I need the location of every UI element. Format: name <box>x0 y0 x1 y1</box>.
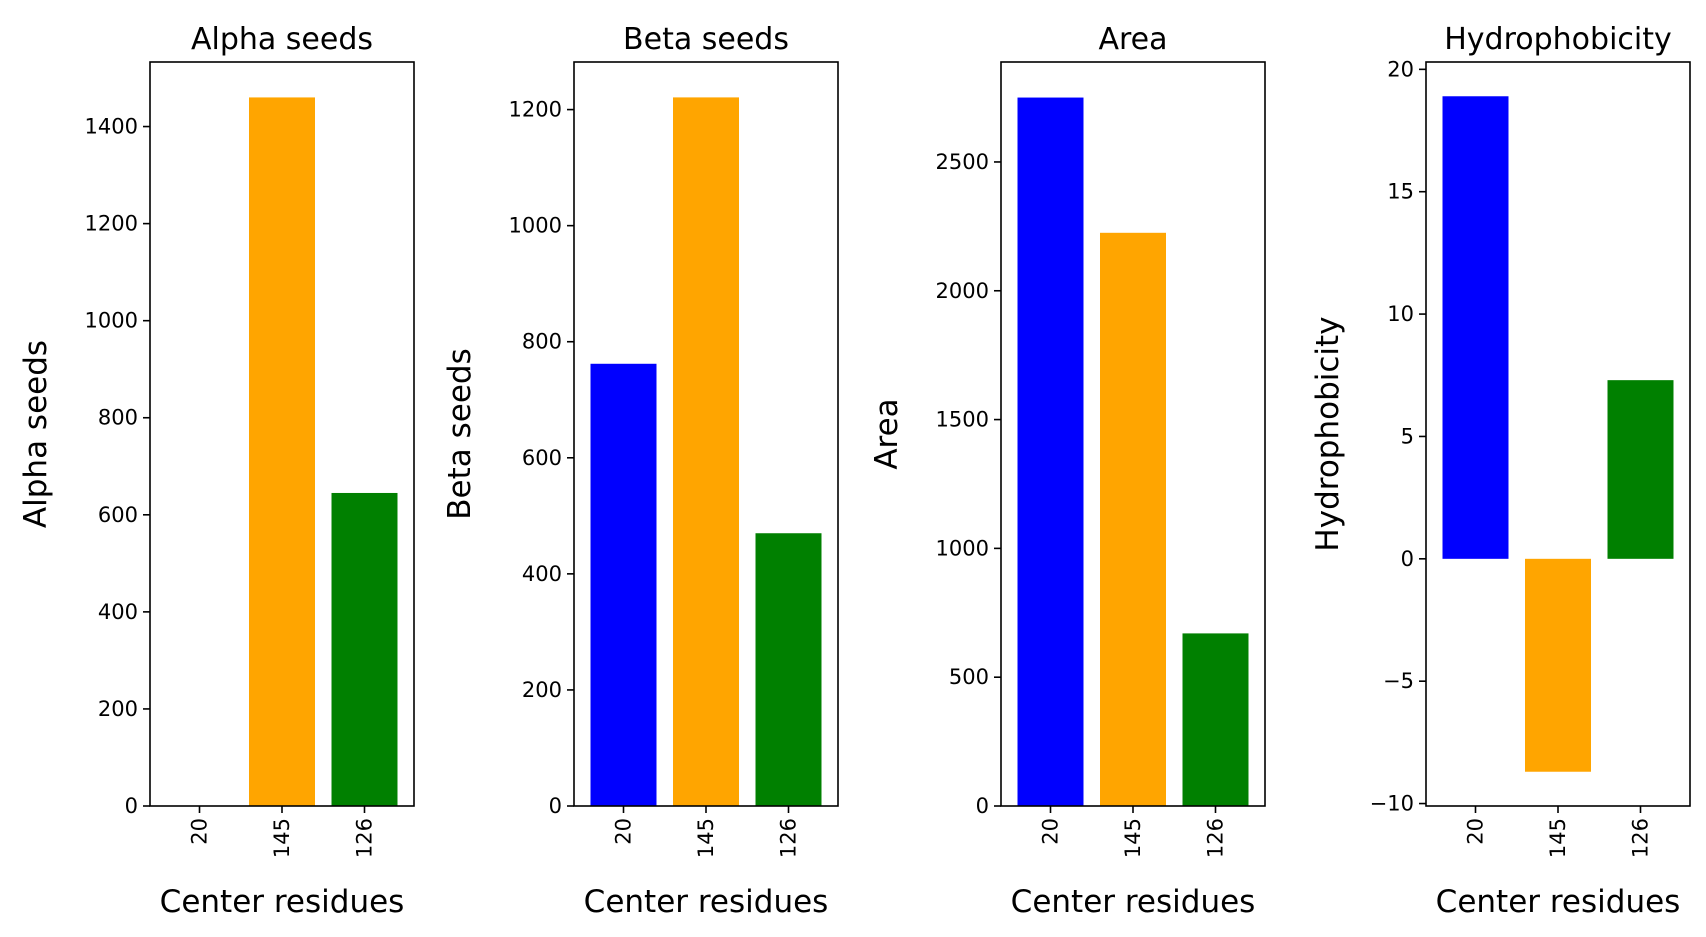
y-tick-label: 800 <box>98 406 138 430</box>
chart-panel-3: 0 500 1000 1500 2000 2500 20 145 126 Area Center r… <box>869 22 1266 920</box>
bar-20 <box>1442 96 1509 559</box>
x-axis-label: Center residues <box>1436 884 1681 920</box>
x-tick-label: 126 <box>1204 818 1228 858</box>
x-tick-label: 145 <box>1546 818 1570 858</box>
y-tick-label: 1200 <box>85 212 138 236</box>
bar-145 <box>673 97 739 806</box>
x-tick-label: 20 <box>1039 818 1063 845</box>
y-tick-label: 2000 <box>936 279 989 303</box>
y-tick-label: 500 <box>949 665 989 689</box>
x-tick-label: 20 <box>1464 818 1488 845</box>
x-tick-label: 20 <box>612 818 636 845</box>
y-tick-label: 1400 <box>85 115 138 139</box>
y-tick-label: 2500 <box>936 150 989 174</box>
bar-126 <box>331 492 398 806</box>
y-tick-label: 1000 <box>936 536 989 560</box>
y-tick-label: −5 <box>1383 669 1414 693</box>
x-tick-label: 145 <box>694 818 718 858</box>
chart-panel-2: 0 200 400 600 800 1000 1200 20 145 126 Beta seeds C… <box>442 22 839 920</box>
x-axis-label: Center residues <box>160 884 405 920</box>
x-tick-label: 126 <box>353 818 377 858</box>
y-tick-label: 0 <box>1401 547 1414 571</box>
x-axis-label: Center residues <box>1011 884 1256 920</box>
x-tick-label: 20 <box>188 818 212 845</box>
y-tick-label: 600 <box>522 446 562 470</box>
x-tick-label: 126 <box>777 818 801 858</box>
y-tick-label: 20 <box>1387 57 1414 81</box>
chart-title: Alpha seeds <box>191 22 373 57</box>
y-tick-label: 600 <box>98 503 138 527</box>
y-tick-label: 200 <box>98 697 138 721</box>
chart-panel-4: −10 −5 0 5 10 15 20 20 145 126 Hydrophobicity Cente… <box>1310 22 1691 920</box>
y-tick-label: 0 <box>976 794 989 818</box>
y-tick-label: 0 <box>549 794 562 818</box>
y-tick-label: 15 <box>1387 180 1414 204</box>
y-tick-label: 5 <box>1401 424 1414 448</box>
chart-title: Beta seeds <box>623 22 789 57</box>
bar-126 <box>1182 633 1249 806</box>
y-tick-label: 0 <box>125 794 138 818</box>
y-axis-label: Area <box>869 398 905 469</box>
y-tick-label: 1000 <box>509 214 562 238</box>
y-tick-label: −10 <box>1370 792 1414 816</box>
y-tick-label: 1000 <box>85 309 138 333</box>
y-axis-label: Hydrophobicity <box>1310 316 1346 551</box>
x-tick-label: 126 <box>1629 818 1653 858</box>
bar-126 <box>1607 380 1674 559</box>
y-axis-label: Alpha seeds <box>18 340 54 528</box>
bar-145 <box>1525 558 1591 772</box>
chart-panel-1: 0 200 400 600 800 1000 1200 1400 20 145 126 Alpha s… <box>18 22 415 920</box>
y-tick-label: 400 <box>522 562 562 586</box>
y-tick-label: 200 <box>522 678 562 702</box>
bar-145 <box>249 97 315 806</box>
y-tick-label: 10 <box>1387 302 1414 326</box>
y-axis-label: Beta seeds <box>442 348 478 519</box>
y-tick-label: 400 <box>98 600 138 624</box>
bar-20 <box>1017 97 1084 806</box>
chart-title: Area <box>1098 22 1167 57</box>
y-tick-label: 800 <box>522 330 562 354</box>
x-axis-label: Center residues <box>584 884 829 920</box>
y-tick-label: 1200 <box>509 98 562 122</box>
x-tick-label: 145 <box>1121 818 1145 858</box>
bar-126 <box>755 533 822 806</box>
chart-title: Hydrophobicity <box>1444 22 1672 57</box>
bar-145 <box>1100 232 1166 807</box>
bar-20 <box>590 363 657 806</box>
y-tick-label: 1500 <box>936 408 989 432</box>
x-tick-label: 145 <box>270 818 294 858</box>
